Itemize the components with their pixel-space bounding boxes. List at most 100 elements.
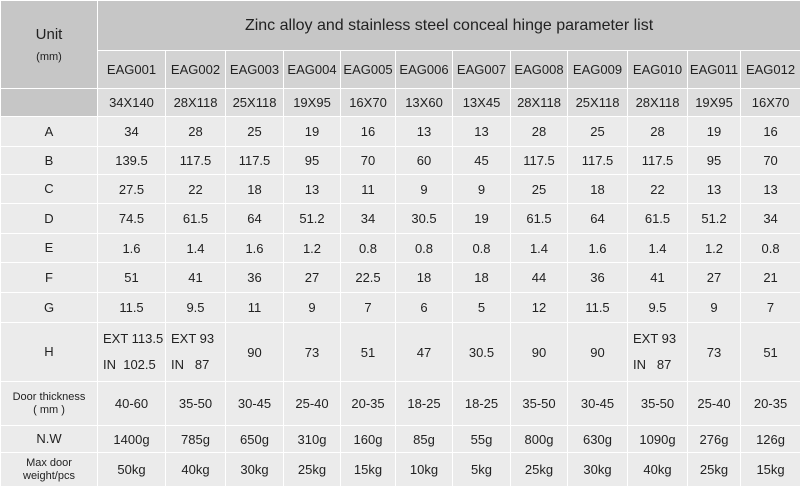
value-cell: 28	[627, 116, 688, 147]
value-cell: 5kg	[452, 452, 511, 487]
value-cell: 90	[510, 322, 568, 382]
model-size: 19X95	[283, 88, 341, 117]
value-cell: 35-50	[627, 381, 688, 426]
value-cell: 15kg	[739, 452, 800, 487]
value-cell: 9	[452, 174, 511, 204]
value-cell: 25kg	[283, 452, 341, 487]
value-cell: 64	[567, 203, 628, 234]
value-cell: 7	[739, 292, 800, 323]
data-row: G 11.5 9.5 11 9 7 6 5 12 11.5 9.5 9 7	[0, 292, 800, 323]
value-cell: 35-50	[510, 381, 568, 426]
value-cell: EXT 93 IN 87	[165, 322, 226, 382]
model-code: EAG001	[97, 50, 166, 89]
value-cell: 1.6	[567, 233, 628, 263]
model-code: EAG005	[340, 50, 396, 89]
table-title: Zinc alloy and stainless steel conceal h…	[96, 0, 800, 51]
unit-header: Unit (mm)	[0, 0, 98, 89]
value-cell: 9.5	[627, 292, 688, 323]
model-size: 28X118	[165, 88, 226, 117]
row-label-line: H	[44, 344, 54, 359]
value-cell: 785g	[165, 425, 226, 453]
value-cell: 27	[687, 262, 741, 293]
value-cell: 34	[97, 116, 166, 147]
row-label-line: Max door	[26, 456, 72, 469]
value-cell: 34	[739, 203, 800, 234]
value-cell: 18	[225, 174, 284, 204]
value-cell: 34	[340, 203, 396, 234]
row-label-line: D	[44, 210, 54, 226]
value-cell: 64	[225, 203, 284, 234]
value-cell: 1.2	[283, 233, 341, 263]
value-cell: 25kg	[510, 452, 568, 487]
row-label-line: N.W	[36, 431, 62, 446]
value-cell: 45	[452, 146, 511, 175]
value-cell: 11	[225, 292, 284, 323]
row-label: Door thickness( mm )	[0, 381, 98, 426]
value-cell: 61.5	[165, 203, 226, 234]
value-cell: 11.5	[567, 292, 628, 323]
value-cell: 7	[340, 292, 396, 323]
value-cell: 90	[567, 322, 628, 382]
value-cell: 36	[567, 262, 628, 293]
data-row: E 1.6 1.4 1.6 1.2 0.8 0.8 0.8 1.4 1.6 1.4 1.2 0.8	[0, 233, 800, 263]
value-cell: 41	[165, 262, 226, 293]
data-row: H EXT 113.5 IN 102.5 EXT 93 IN 87 90 73 51 47 30.…	[0, 322, 800, 382]
value-cell: 60	[395, 146, 453, 175]
value-cell: 22	[627, 174, 688, 204]
value-line: EXT 113.5	[103, 331, 164, 346]
model-code: EAG010	[627, 50, 688, 89]
value-cell: 13	[452, 116, 511, 147]
value-cell: 126g	[739, 425, 800, 453]
value-cell: 1.4	[627, 233, 688, 263]
row-label-line: Door thickness	[12, 390, 86, 403]
value-cell: 30.5	[395, 203, 453, 234]
value-cell: 160g	[340, 425, 396, 453]
code-row: EAG001 EAG002 EAG003 EAG004 EAG005 EAG006 EAG0…	[1, 50, 800, 89]
value-cell: 310g	[283, 425, 341, 453]
value-cell: 12	[510, 292, 568, 323]
value-cell: 25	[567, 116, 628, 147]
value-cell: 28	[165, 116, 226, 147]
value-cell: 22.5	[340, 262, 396, 293]
model-code: EAG012	[739, 50, 800, 89]
value-cell: 73	[687, 322, 741, 382]
value-cell: 25	[225, 116, 284, 147]
value-cell: 16	[340, 116, 396, 147]
model-code: EAG009	[567, 50, 628, 89]
value-cell: 16	[739, 116, 800, 147]
value-cell: 90	[225, 322, 284, 382]
value-cell: 30-45	[567, 381, 628, 426]
row-label: D	[0, 203, 98, 234]
row-label-line: A	[44, 123, 54, 139]
value-cell: 6	[395, 292, 453, 323]
value-cell: 0.8	[739, 233, 800, 263]
value-cell: 27	[283, 262, 341, 293]
value-cell: 40kg	[165, 452, 226, 487]
value-cell: 0.8	[340, 233, 396, 263]
value-cell: 40kg	[627, 452, 688, 487]
model-code: EAG003	[225, 50, 284, 89]
value-cell: 9.5	[165, 292, 226, 323]
value-cell: 117.5	[225, 146, 284, 175]
value-cell: 117.5	[567, 146, 628, 175]
value-cell: 25kg	[687, 452, 741, 487]
value-cell: 30.5	[452, 322, 511, 382]
value-line: IN 87	[633, 357, 672, 372]
unit-label: Unit	[35, 26, 63, 43]
value-cell: 30-45	[225, 381, 284, 426]
value-cell: 25	[510, 174, 568, 204]
value-cell: 1.4	[510, 233, 568, 263]
value-cell: 1090g	[627, 425, 688, 453]
unit-sub-label: (mm)	[36, 51, 62, 63]
row-label: B	[0, 146, 98, 175]
value-cell: 13	[283, 174, 341, 204]
value-cell: 18-25	[452, 381, 511, 426]
value-cell: 1.4	[165, 233, 226, 263]
value-cell: 21	[739, 262, 800, 293]
value-cell: 25-40	[283, 381, 341, 426]
model-size: 25X118	[567, 88, 628, 117]
value-cell: 95	[687, 146, 741, 175]
value-cell: 19	[452, 203, 511, 234]
value-cell: 1.6	[97, 233, 166, 263]
data-row: Max door weight/pcs 50kg 40kg 30kg 25kg 15kg 10…	[0, 452, 800, 487]
